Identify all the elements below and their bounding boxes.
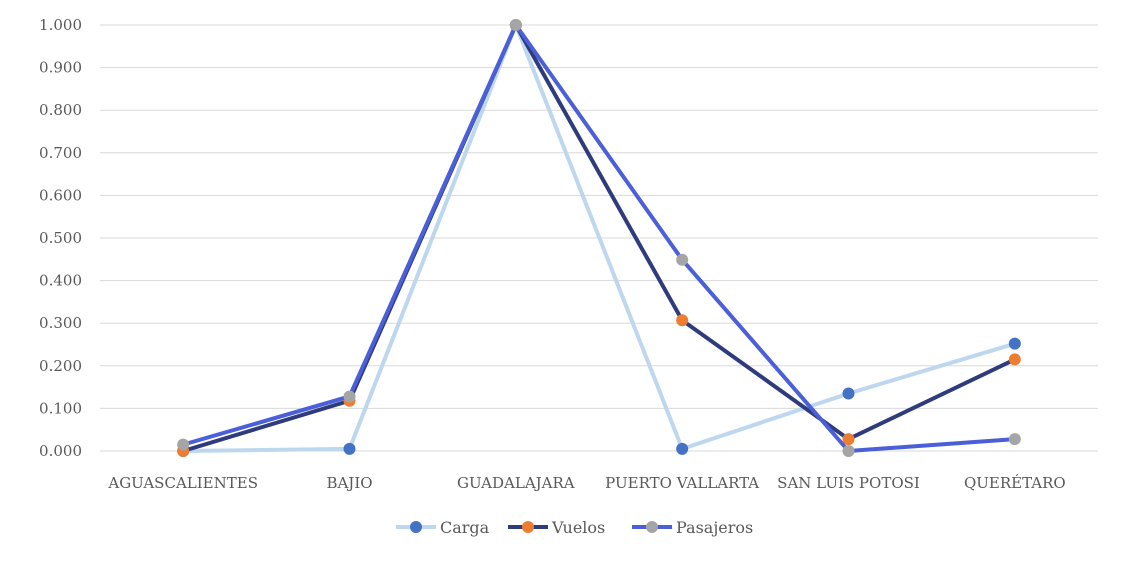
data-point-carga xyxy=(842,387,855,400)
y-tick-label: 0.600 xyxy=(39,186,82,204)
y-tick-label: 1.000 xyxy=(39,16,82,34)
y-tick-label: 0.700 xyxy=(39,144,82,162)
legend-label: Carga xyxy=(440,518,490,537)
x-axis-ticks: AGUASCALIENTES BAJIO GUADALAJARA PUERTO VAL… xyxy=(107,474,1065,492)
data-point-vuelos xyxy=(842,433,855,446)
legend-marker xyxy=(646,521,658,533)
y-tick-label: 0.200 xyxy=(39,357,82,375)
x-tick-label: SAN LUIS POTOSI xyxy=(777,474,920,492)
data-point-pasajeros xyxy=(343,390,356,403)
y-tick-label: 0.100 xyxy=(39,399,82,417)
series-pasajeros xyxy=(177,19,1021,457)
legend-item-vuelos: Vuelos xyxy=(508,518,605,537)
x-tick-label: QUERÉTARO xyxy=(964,474,1066,492)
legend: Carga Vuelos Pasajeros xyxy=(396,518,753,537)
x-tick-label: AGUASCALIENTES xyxy=(107,474,258,492)
data-point-pasajeros xyxy=(676,253,689,266)
x-tick-label: BAJIO xyxy=(326,474,372,492)
series-vuelos xyxy=(177,19,1021,457)
data-point-carga xyxy=(343,442,356,455)
y-tick-label: 0.500 xyxy=(39,229,82,247)
y-tick-label: 0.000 xyxy=(39,442,82,460)
x-tick-label: PUERTO VALLARTA xyxy=(605,474,759,492)
data-point-pasajeros xyxy=(842,445,855,457)
y-axis-ticks: 0.000 0.100 0.200 0.300 0.400 0.500 0.600 0.700… xyxy=(39,16,82,460)
data-point-vuelos xyxy=(1008,353,1021,366)
y-tick-label: 0.300 xyxy=(39,314,82,332)
legend-label: Pasajeros xyxy=(676,518,753,537)
legend-marker xyxy=(522,521,534,533)
series-line-vuelos xyxy=(182,23,1016,453)
legend-marker xyxy=(410,521,422,533)
data-point-carga xyxy=(1008,337,1021,350)
data-point-pasajeros xyxy=(177,438,190,451)
legend-item-carga: Carga xyxy=(396,518,490,537)
series-line-pasajeros xyxy=(182,23,1015,453)
series-line-carga xyxy=(183,23,1016,453)
data-point-vuelos xyxy=(676,314,689,327)
series-lines xyxy=(177,19,1021,457)
x-tick-label: GUADALAJARA xyxy=(457,474,575,492)
legend-label: Vuelos xyxy=(551,518,605,537)
y-tick-label: 0.400 xyxy=(39,272,82,290)
y-tick-label: 0.800 xyxy=(39,101,82,119)
data-point-pasajeros xyxy=(1008,433,1021,446)
legend-item-pasajeros: Pasajeros xyxy=(632,518,753,537)
y-tick-label: 0.900 xyxy=(39,59,82,77)
data-point-pasajeros xyxy=(509,19,522,31)
data-point-carga xyxy=(676,442,689,455)
